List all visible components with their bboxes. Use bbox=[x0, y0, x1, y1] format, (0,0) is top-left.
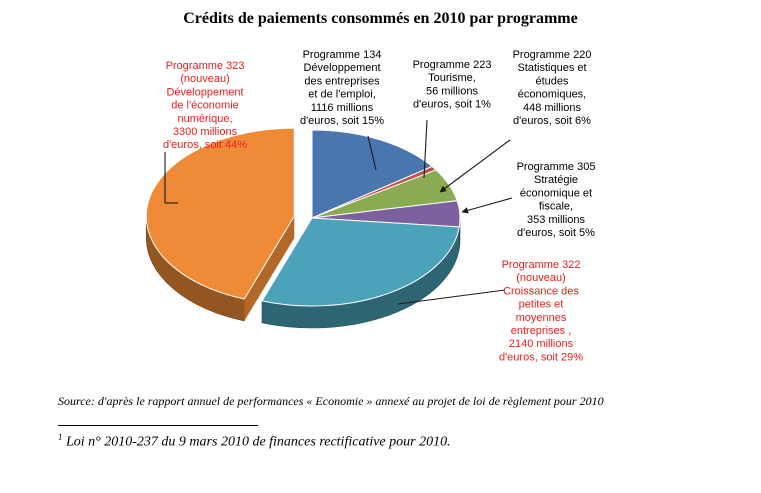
source-note: Source: d'après le rapport annuel de per… bbox=[58, 394, 604, 408]
leader-p134 bbox=[367, 135, 377, 171]
label-p220-line: Programme 220 bbox=[513, 49, 592, 61]
label-p322-line: petites et bbox=[519, 299, 564, 311]
label-p223-line: 56 millions bbox=[426, 85, 478, 97]
label-p305-line: économique et bbox=[520, 187, 592, 199]
footnote: 1 Loi n° 2010-237 du 9 mars 2010 de fina… bbox=[58, 432, 758, 451]
label-p322-line: Croissance des bbox=[503, 285, 579, 297]
label-p305: Programme 305 Stratégie économique et fisca… bbox=[517, 161, 596, 239]
label-p134-line: Développement bbox=[303, 62, 380, 74]
label-p305-line: d'euros, soit 5% bbox=[517, 227, 595, 239]
label-p305-line: Programme 305 bbox=[517, 161, 596, 173]
pie-chart: Programme 134 Développement des entreprise… bbox=[145, 49, 596, 363]
leader-p220 bbox=[439, 139, 511, 193]
label-p223: Programme 223 Tourisme, 56 millions d'euros… bbox=[413, 59, 492, 111]
label-p322-line: d'euros, soit 29% bbox=[499, 351, 583, 363]
label-p323-line: 3300 millions bbox=[173, 126, 238, 138]
label-p223-line: Tourisme, bbox=[428, 72, 476, 84]
label-p134-line: des entreprises bbox=[304, 75, 380, 87]
label-p323-line: Développement bbox=[166, 86, 243, 98]
label-p305-line: 353 millions bbox=[527, 214, 586, 226]
label-p323-line: de l'économie bbox=[171, 100, 239, 112]
label-p323-line: Programme 323 bbox=[166, 60, 245, 72]
chart-title: Crédits de paiements consommés en 2010 p… bbox=[183, 10, 578, 27]
label-p323: Programme 323 (nouveau) Développement de l'… bbox=[163, 60, 247, 151]
slice-p322 bbox=[261, 217, 460, 307]
slice-p134 bbox=[311, 129, 433, 219]
label-p220-line: économiques, bbox=[518, 89, 587, 101]
label-p322-line: 2140 millions bbox=[509, 338, 574, 350]
label-p134-line: d'euros, soit 15% bbox=[300, 115, 384, 127]
label-p220-line: Statistiques et bbox=[517, 62, 586, 74]
label-p134: Programme 134 Développement des entreprise… bbox=[300, 49, 384, 127]
label-p223-line: Programme 223 bbox=[413, 59, 492, 71]
label-p223-line: d'euros, soit 1% bbox=[413, 99, 491, 111]
label-p134-line: Programme 134 bbox=[303, 49, 382, 61]
label-p322-line: entreprises , bbox=[511, 325, 572, 337]
label-p323-line: (nouveau) bbox=[180, 73, 230, 85]
label-p134-line: et de l'emploi, bbox=[308, 89, 376, 101]
footnote-marker: 1 bbox=[58, 432, 63, 442]
label-p322-line: moyennes bbox=[516, 312, 567, 324]
footnote-separator bbox=[58, 425, 258, 426]
label-p220-line: 448 millions bbox=[523, 102, 582, 114]
slice-cut-p323-0 bbox=[244, 216, 295, 321]
label-p322-line: (nouveau) bbox=[516, 272, 566, 284]
footnote-text: Loi n° 2010-237 du 9 mars 2010 de financ… bbox=[62, 434, 451, 450]
label-p220: Programme 220 Statistiques et études économ… bbox=[513, 49, 592, 127]
label-p134-line: 1116 millions bbox=[311, 102, 374, 114]
label-p305-line: fiscale, bbox=[539, 201, 573, 213]
label-p305-line: Stratégie bbox=[534, 174, 578, 186]
label-p220-line: études bbox=[535, 75, 569, 87]
label-p322-line: Programme 322 bbox=[502, 259, 581, 271]
leader-p223 bbox=[423, 119, 428, 179]
slice-p323 bbox=[145, 127, 295, 300]
leader-p305 bbox=[461, 197, 513, 214]
label-p323-line: d'euros, soit 44% bbox=[163, 139, 247, 151]
label-p322: Programme 322 (nouveau) Croissance des peti… bbox=[499, 259, 583, 363]
leader-p322 bbox=[397, 289, 506, 305]
label-p323-line: numérique, bbox=[177, 113, 232, 125]
label-p220-line: d'euros, soit 6% bbox=[513, 115, 591, 127]
